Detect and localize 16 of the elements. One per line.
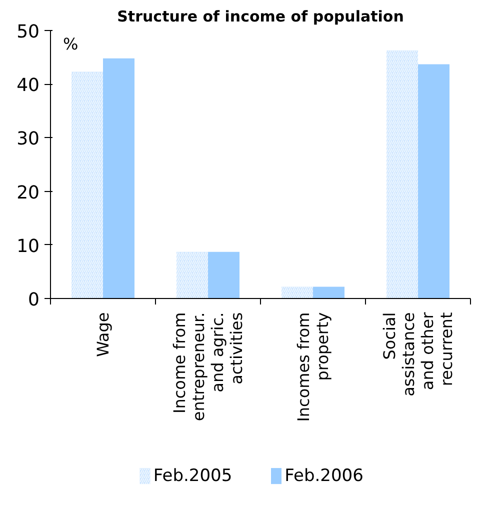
bar xyxy=(103,58,134,298)
legend-label: Feb.2005 xyxy=(153,466,232,486)
x-tick-label: Income from entrepreneur. and agric. activities xyxy=(170,312,246,422)
chart-title: Structure of income of population xyxy=(117,8,404,26)
y-tick-label: 50 xyxy=(16,22,40,42)
bar xyxy=(418,64,450,298)
y-tick-label: 30 xyxy=(16,128,40,150)
legend-label: Feb.2006 xyxy=(284,466,364,486)
x-tick-label: Wage xyxy=(94,312,112,357)
annotation: % xyxy=(63,34,78,54)
y-tick-label: 0 xyxy=(28,290,40,310)
bar xyxy=(313,286,344,298)
y-tick-label: 20 xyxy=(16,182,40,204)
bar xyxy=(208,252,240,298)
y-tick-label: 10 xyxy=(16,236,40,257)
y-tick-label: 40 xyxy=(16,75,40,96)
